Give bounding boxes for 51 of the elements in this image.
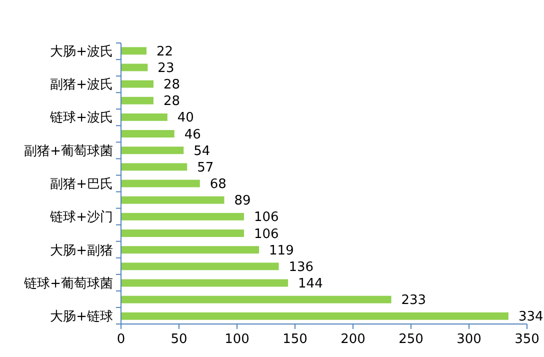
y-tick-label: 大肠+链球 — [50, 310, 113, 325]
y-tick-label: 副猪+巴氏 — [50, 177, 113, 192]
data-label: 89 — [234, 194, 251, 209]
data-label: 57 — [197, 160, 214, 176]
data-label: 23 — [158, 61, 174, 76]
bar — [121, 47, 147, 55]
data-label: 144 — [298, 276, 323, 292]
data-label: 28 — [163, 94, 180, 110]
bar — [121, 296, 392, 304]
bar — [121, 262, 279, 270]
x-tick-label: 300 — [456, 332, 482, 347]
data-label: 136 — [288, 260, 314, 275]
data-label: 119 — [269, 243, 294, 258]
data-label: 233 — [401, 293, 426, 308]
bar — [121, 80, 154, 88]
bar — [121, 163, 188, 171]
bar — [121, 130, 174, 138]
x-tick-label: 250 — [398, 332, 424, 347]
x-tick-label: 150 — [282, 332, 308, 347]
x-tick-label: 100 — [224, 332, 250, 347]
x-tick-label: 50 — [170, 332, 188, 347]
bar — [121, 146, 184, 154]
x-tick-label: 350 — [514, 332, 540, 347]
y-tick-label: 链球+沙门 — [49, 209, 113, 226]
data-label: 22 — [156, 44, 174, 60]
bar — [121, 246, 260, 254]
x-tick-label: 0 — [116, 332, 126, 347]
data-label: 68 — [210, 177, 226, 192]
bar — [121, 64, 148, 72]
y-tick-label: 链球+波氏 — [49, 110, 113, 126]
data-label: 54 — [194, 144, 210, 159]
y-tick-label: 副猪+葡萄球菌 — [24, 144, 113, 159]
bar — [121, 180, 200, 188]
x-tick-label: 200 — [340, 332, 366, 347]
data-label: 46 — [184, 127, 201, 142]
y-tick-label: 大肠+副猪 — [50, 243, 113, 258]
y-tick-label: 大肠+波氏 — [50, 44, 113, 60]
data-label: 106 — [254, 226, 279, 242]
y-tick-label: 链球+葡萄球菌 — [23, 276, 113, 292]
bar — [121, 279, 288, 287]
data-label: 334 — [518, 310, 544, 325]
bar — [121, 113, 168, 121]
bar — [121, 96, 154, 104]
bar — [121, 230, 244, 237]
bar — [121, 212, 244, 220]
data-label: 106 — [254, 210, 279, 226]
y-tick-label: 副猪+波氏 — [50, 78, 113, 93]
bar — [121, 196, 224, 204]
data-label: 28 — [163, 78, 180, 93]
data-label: 40 — [177, 110, 194, 126]
bar — [121, 312, 508, 320]
